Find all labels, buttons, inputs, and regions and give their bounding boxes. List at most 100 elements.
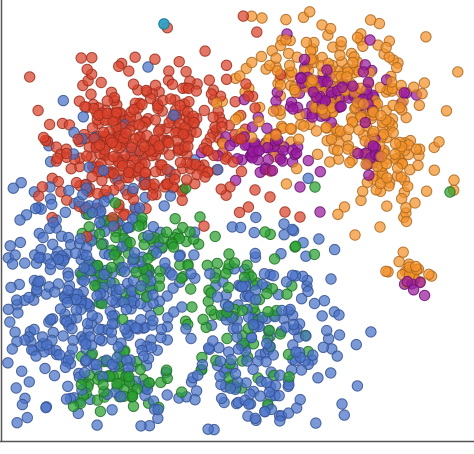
scatter-point-series-3 — [351, 380, 364, 392]
scatter-point-series-0 — [72, 133, 84, 145]
scatter-point-series-3 — [147, 221, 160, 233]
scatter-point-series-3 — [286, 269, 299, 281]
scatter-point-series-3 — [19, 257, 31, 269]
scatter-point-series-3 — [168, 306, 180, 318]
scatter-point-series-3 — [325, 273, 337, 285]
scatter-point-series-0 — [100, 184, 112, 197]
scatter-point-series-0 — [32, 104, 44, 117]
scatter-point-series-1 — [412, 159, 424, 172]
scatter-point-series-4 — [127, 400, 140, 412]
scatter-point-series-1 — [320, 121, 332, 134]
scatter-point-series-0 — [215, 183, 227, 195]
scatter-point-series-3 — [166, 269, 178, 281]
scatter-point-series-1 — [284, 122, 297, 135]
scatter-point-series-3 — [365, 326, 377, 338]
scatter-point-series-3 — [57, 94, 69, 107]
scatter-point-series-3 — [94, 216, 106, 229]
scatter-point-series-3 — [150, 247, 163, 259]
scatter-point-series-0 — [220, 59, 233, 72]
scatter-point-series-0 — [166, 78, 179, 91]
scatter-point-series-1 — [389, 148, 401, 160]
scatter-point-series-3 — [40, 401, 52, 414]
scatter-point-series-4 — [309, 181, 321, 193]
scatter-point-series-1 — [440, 105, 453, 117]
scatter-point-series-3 — [192, 369, 204, 381]
scatter-point-series-3 — [287, 318, 300, 331]
scatter-point-series-3 — [318, 295, 331, 307]
scatter-point-series-3 — [338, 409, 350, 421]
scatter-point-series-2 — [363, 169, 375, 181]
scatter-point-series-3 — [4, 316, 16, 328]
scatter-point-series-1 — [374, 81, 386, 94]
scatter-point-series-1 — [410, 143, 422, 155]
scatter-point-series-1 — [256, 12, 268, 24]
scatter-point-series-3 — [93, 333, 106, 345]
scatter-point-series-3 — [158, 200, 170, 212]
scatter-point-series-3 — [23, 291, 35, 304]
scatter-point-series-3 — [11, 294, 23, 306]
scatter-point-series-3 — [66, 343, 79, 355]
scatter-point-series-0 — [123, 166, 135, 179]
scatter-point-series-3 — [185, 268, 197, 280]
scatter-point-series-3 — [62, 380, 74, 392]
scatter-point-series-0 — [95, 76, 107, 89]
scatter-point-series-0 — [75, 52, 87, 64]
scatter-point-series-4 — [185, 283, 197, 295]
scatter-point-series-3 — [173, 250, 186, 262]
scatter-point-series-3 — [23, 376, 35, 388]
scatter-point-series-3 — [122, 222, 134, 234]
scatter-point-series-4 — [89, 280, 101, 292]
scatter-point-series-0 — [207, 111, 219, 123]
scatter-point-series-4 — [160, 226, 173, 238]
scatter-point-series-3 — [6, 258, 19, 270]
scatter-point-series-0 — [264, 191, 276, 203]
scatter-point-series-1 — [331, 144, 344, 157]
scatter-point-series-3 — [241, 355, 253, 367]
scatter-point-series-0 — [43, 118, 56, 131]
scatter-point-series-0 — [140, 84, 153, 97]
scatter-point-series-0 — [65, 163, 77, 175]
scatter-point-series-0 — [133, 119, 145, 131]
scatter-point-series-1 — [234, 70, 246, 82]
scatter-point-series-3 — [188, 249, 200, 261]
scatter-point-series-1 — [357, 185, 369, 198]
scatter-point-series-0 — [173, 56, 185, 68]
scatter-point-series-3 — [16, 365, 28, 377]
scatter-point-series-2 — [314, 166, 326, 178]
scatter-point-series-0 — [227, 156, 239, 168]
scatter-point-series-3 — [278, 218, 290, 230]
scatter-point-series-3 — [37, 231, 49, 244]
scatter-point-series-3 — [32, 276, 44, 288]
scatter-point-series-3 — [47, 238, 59, 251]
scatter-point-series-3 — [61, 296, 74, 309]
scatter-point-series-3 — [211, 291, 224, 303]
scatter-point-series-4 — [205, 304, 217, 316]
scatter-point-series-3 — [261, 376, 273, 389]
scatter-point-series-3 — [350, 338, 362, 351]
scatter-point-series-1 — [367, 125, 380, 138]
scatter-point-series-0 — [127, 78, 140, 90]
scatter-point-series-2 — [302, 154, 314, 167]
scatter-point-series-1 — [351, 31, 364, 44]
scatter-point-series-1 — [332, 208, 344, 221]
scatter-point-series-0 — [174, 99, 186, 112]
scatter-point-series-0 — [161, 163, 173, 176]
scatter-point-series-2 — [322, 76, 334, 88]
scatter-point-series-4 — [308, 248, 321, 261]
scatter-point-series-3 — [118, 266, 131, 278]
scatter-point-series-3 — [212, 163, 224, 176]
scatter-point-series-1 — [288, 84, 301, 96]
scatter-point-series-1 — [255, 50, 268, 63]
scatter-point-series-0 — [199, 45, 211, 57]
scatter-point-series-3 — [80, 249, 93, 262]
scatter-point-series-3 — [115, 390, 127, 403]
scatter-point-series-3 — [168, 109, 180, 121]
scatter-point-series-3 — [310, 417, 322, 429]
scatter-point-series-4 — [133, 220, 145, 232]
scatter-point-series-3 — [2, 357, 14, 369]
scatter-point-series-3 — [282, 407, 295, 419]
scatter-point-series-4 — [209, 230, 221, 243]
scatter-point-series-3 — [214, 355, 226, 367]
scatter-point-series-0 — [202, 144, 214, 157]
scatter-point-series-3 — [224, 382, 237, 394]
